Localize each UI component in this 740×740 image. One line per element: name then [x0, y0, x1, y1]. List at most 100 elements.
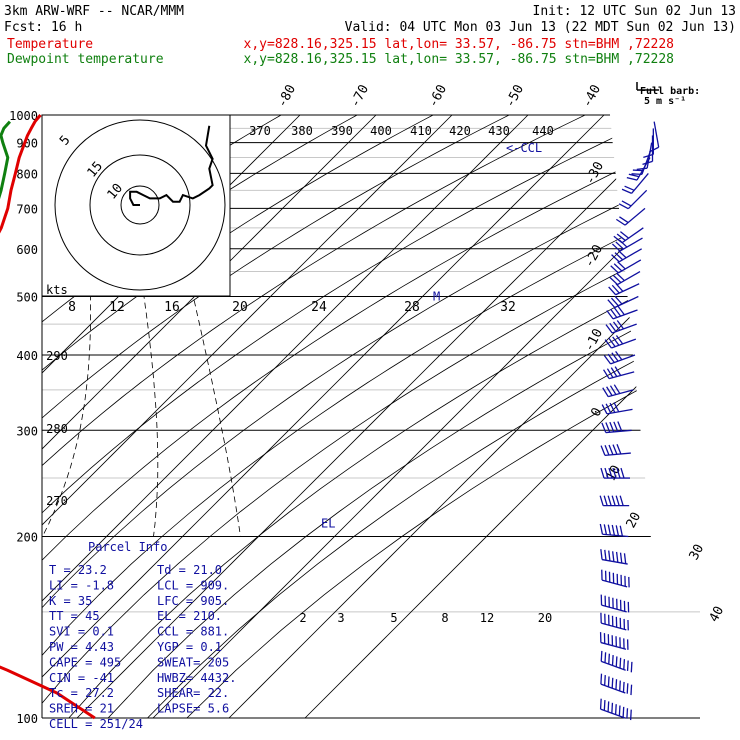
hodograph-speed-label: 8: [68, 300, 76, 315]
dry-adiabat: [42, 115, 586, 718]
wind-barb-key: Full barb: 5 m s⁻¹: [636, 82, 700, 107]
hodograph-trace: [129, 125, 214, 206]
moist-adiabat: [0, 115, 1, 537]
isotherm-tick-label: 40: [707, 604, 728, 625]
parcel-info-right: YGP = 0.1: [157, 640, 222, 654]
isotherm: [42, 115, 529, 718]
forecast-hour: Fcst: 16 h: [4, 20, 82, 35]
isotherm-tick-label: -70: [348, 82, 372, 110]
parcel-info-right: SWEAT= 205: [157, 655, 229, 669]
theta-label: 280: [46, 422, 68, 436]
dry-adiabat: [42, 115, 700, 718]
wind-barb: [611, 248, 642, 263]
dewpoint-location: x,y=828.16,325.15 lat,lon= 33.57, -86.75…: [244, 52, 674, 67]
isotherm-tick-label: 0: [588, 405, 605, 419]
wind-barb: [600, 444, 631, 456]
parcel-info-right: Td = 21.0: [157, 563, 222, 577]
wind-barb: [600, 673, 633, 696]
theta-label: 290: [46, 349, 68, 363]
theta-label: 410: [410, 124, 432, 138]
hodograph-speed-label: 20: [232, 300, 248, 315]
theta-label: 430: [488, 124, 510, 138]
isotherm-tick-label: -20: [582, 242, 606, 270]
parcel-info-right: EL = 210.: [157, 609, 222, 623]
dry-adiabat: [147, 115, 700, 718]
wind-barb: [599, 495, 630, 507]
isotherm: [76, 115, 681, 718]
pressure-tick-label: 500: [16, 291, 38, 305]
wind-barb: [607, 295, 639, 309]
parcel-markers: <-CCL EL M: [321, 141, 542, 531]
dry-adiabat: [42, 115, 510, 718]
moist-adiabat: [152, 115, 241, 537]
hodograph-speed-label: 24: [311, 300, 327, 315]
wind-barb: [603, 350, 636, 365]
wind-barb: [618, 189, 648, 210]
theta-label: 400: [370, 124, 392, 138]
pressure-tick-label: 800: [16, 167, 38, 181]
pressure-tick-label: 400: [16, 349, 38, 363]
hodograph-speed-label: 12: [109, 300, 125, 315]
pressure-tick-label: 700: [16, 202, 38, 216]
wind-barb: [601, 421, 632, 434]
pressure-tick-label: 600: [16, 243, 38, 257]
temperature-legend: Temperature: [7, 37, 93, 52]
dry-adiabat: [42, 115, 662, 718]
dry-adiabat: [42, 115, 700, 718]
isotherm-tick-label: 20: [624, 510, 645, 531]
mixing-ratio-label: 20: [538, 611, 552, 625]
parcel-info-right: LAPSE= 5.6: [157, 702, 229, 716]
theta-label: 420: [449, 124, 471, 138]
ccl-marker: <-CCL: [506, 141, 542, 155]
isotherm: [42, 115, 377, 718]
wind-barb: [600, 467, 630, 479]
full-barb-value: 5 m s⁻¹: [644, 96, 686, 107]
hodograph-speed-label: 32: [500, 300, 516, 315]
parcel-info-left: Tc = 27.2: [49, 686, 114, 700]
parcel-info-left: K = 35: [49, 594, 92, 608]
theta-label: 440: [532, 124, 554, 138]
sounding-traces: [0, 114, 96, 720]
hodograph-ring: [54, 119, 226, 291]
header: 3km ARW-WRF -- NCAR/MMM Init: 12 UTC Sun…: [4, 4, 736, 67]
wind-barb: [609, 270, 641, 286]
wind-barb: [599, 632, 629, 650]
isotherm: [42, 115, 453, 718]
parcel-info-left: TT = 45: [49, 609, 100, 623]
kts-label: kts: [46, 283, 68, 297]
valid-time: Valid: 04 UTC Mon 03 Jun 13 (22 MDT Sun …: [345, 20, 736, 35]
temperature-location: x,y=828.16,325.15 lat,lon= 33.57, -86.75…: [244, 37, 674, 52]
wind-barb: [602, 384, 634, 398]
wind-barb: [605, 320, 637, 334]
parcel-info-right: HWBZ= 4432.: [157, 671, 236, 685]
theta-label: 390: [331, 124, 353, 138]
isotherm-tick-label: -10: [582, 326, 606, 354]
dry-adiabat: [107, 115, 700, 718]
dry-adiabat: [186, 115, 700, 718]
wind-barb: [642, 135, 654, 166]
wind-barb: [599, 523, 629, 538]
isotherm: [228, 115, 700, 718]
theta-label: 370: [249, 124, 271, 138]
isotherm: [304, 115, 700, 718]
dewpoint-legend: Dewpoint temperature: [7, 52, 164, 67]
el-marker: EL: [321, 517, 335, 531]
parcel-info-title: Parcel Info: [88, 540, 167, 554]
isotherm-tick-label: -50: [503, 82, 527, 110]
parcel-info-left: PW = 4.43: [49, 640, 114, 654]
parcel-info-left: CAPE = 495: [49, 655, 121, 669]
model-title: 3km ARW-WRF -- NCAR/MMM: [4, 4, 184, 19]
wind-barb: [600, 549, 628, 565]
wind-barb: [600, 594, 630, 613]
parcel-info-right: SHEAR= 22.: [157, 686, 229, 700]
parcel-info-table: Parcel Info T = 23.2 Td = 21.0 LI = -1.8 LC…: [49, 540, 236, 731]
isotherm-tick-label: 30: [687, 542, 708, 563]
wind-barbs: [599, 121, 660, 721]
mixing-ratio-label: 12: [480, 611, 494, 625]
parcel-info-left: T = 23.2: [49, 563, 107, 577]
wind-barb: [610, 259, 642, 274]
wind-barb: [604, 335, 637, 349]
parcel-info-left: SREH = 21: [49, 702, 114, 716]
